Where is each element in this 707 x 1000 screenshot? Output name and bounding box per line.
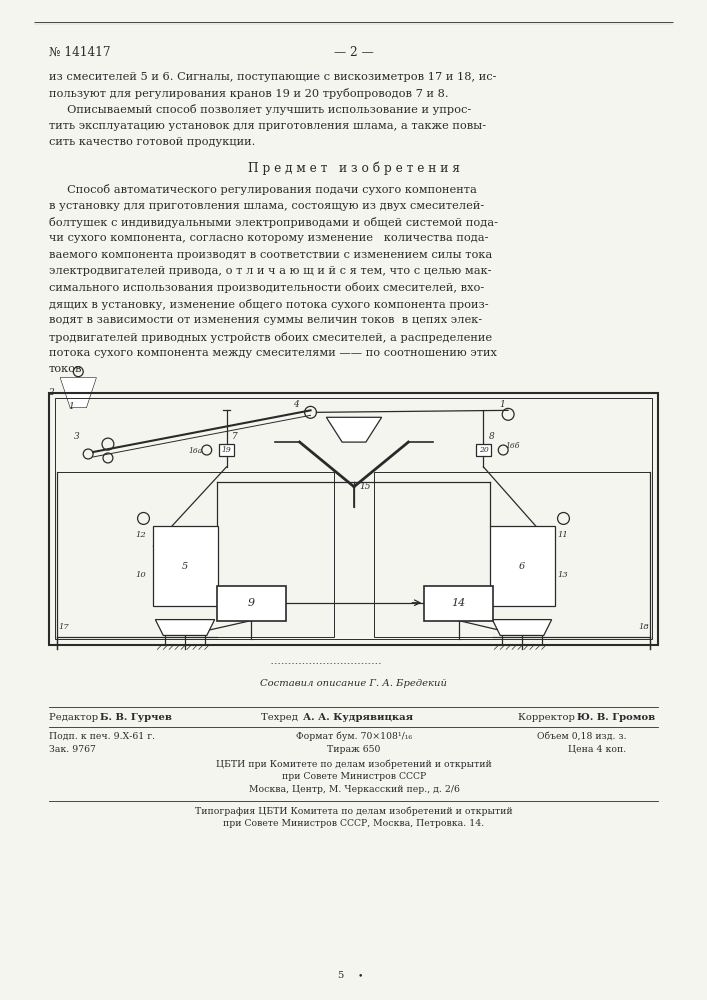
Text: Тираж 650: Тираж 650 [327, 745, 380, 754]
Bar [476, 444, 491, 456]
Bar [57, 472, 334, 637]
Text: Ю. В. Громов: Ю. В. Громов [578, 713, 655, 722]
Text: Формат бум. 70×108¹/₁₆: Формат бум. 70×108¹/₁₆ [296, 732, 412, 741]
Text: 6: 6 [519, 562, 525, 571]
Text: электродвигателей привода, о т л и ч а ю щ и й с я тем, что с целью мак-: электродвигателей привода, о т л и ч а ю… [49, 266, 491, 276]
Text: А. А. Кудрявицкая: А. А. Кудрявицкая [303, 713, 413, 722]
Text: Описываемый способ позволяет улучшить использование и упрос-: Описываемый способ позволяет улучшить ис… [49, 104, 471, 115]
Text: 16а: 16а [189, 447, 203, 455]
Bar [491, 526, 554, 606]
Text: симального использования производительности обоих смесителей, вхо-: симального использования производительно… [49, 282, 484, 293]
Text: Способ автоматического регулирования подачи сухого компонента: Способ автоматического регулирования под… [49, 184, 477, 195]
Text: 15: 15 [359, 482, 370, 491]
Text: Цена 4 коп.: Цена 4 коп. [568, 745, 626, 754]
Text: болтушек с индивидуальными электроприводами и общей системой пода-: болтушек с индивидуальными электропривод… [49, 217, 498, 228]
Text: чи сухого компонента, согласно которому изменение   количества пода-: чи сухого компонента, согласно которому … [49, 233, 488, 243]
Text: пользуют для регулирования кранов 19 и 20 трубопроводов 7 и 8.: пользуют для регулирования кранов 19 и 2… [49, 88, 448, 99]
Text: Редактор: Редактор [49, 713, 101, 722]
Text: 8: 8 [489, 432, 494, 441]
Text: дящих в установку, изменение общего потока сухого компонента произ-: дящих в установку, изменение общего пото… [49, 299, 489, 310]
Text: Корректор: Корректор [518, 713, 578, 722]
Bar [374, 472, 650, 637]
Text: 13: 13 [558, 571, 568, 579]
Text: Б. В. Гурчев: Б. В. Гурчев [100, 713, 172, 722]
Text: тить эксплуатацию установок для приготовления шлама, а также повы-: тить эксплуатацию установок для приготов… [49, 121, 486, 131]
Text: водят в зависимости от изменения суммы величин токов  в цепях элек-: водят в зависимости от изменения суммы в… [49, 315, 481, 325]
Text: Составил описание Г. А. Бредекий: Составил описание Г. А. Бредекий [260, 679, 448, 688]
Text: — 2 —: — 2 — [334, 46, 374, 59]
Bar [424, 586, 493, 621]
Bar [54, 398, 653, 639]
Text: ЦБТИ при Комитете по делам изобретений и открытий: ЦБТИ при Комитете по делам изобретений и… [216, 759, 492, 769]
Text: Типография ЦБТИ Комитета по делам изобретений и открытий: Типография ЦБТИ Комитета по делам изобре… [195, 806, 513, 816]
Text: потока сухого компонента между смесителями —— по соотношению этих: потока сухого компонента между смесителя… [49, 348, 496, 358]
Text: из смесителей 5 и 6. Сигналы, поступающие с вискозиметров 17 и 18, ис-: из смесителей 5 и 6. Сигналы, поступающи… [49, 72, 496, 82]
Text: П р е д м е т   и з о б р е т е н и я: П р е д м е т и з о б р е т е н и я [248, 161, 460, 175]
Text: 10: 10 [136, 571, 146, 579]
Text: № 141417: № 141417 [49, 46, 110, 59]
Bar [218, 444, 235, 456]
Text: 1: 1 [69, 402, 74, 411]
Text: 20: 20 [479, 446, 489, 454]
Polygon shape [492, 620, 551, 635]
Text: 1: 1 [499, 400, 505, 409]
Text: 16б: 16б [506, 442, 520, 450]
Text: ваемого компонента производят в соответствии с изменением силы тока: ваемого компонента производят в соответс… [49, 250, 492, 260]
Text: при Совете Министров СССР: при Совете Министров СССР [282, 772, 426, 781]
Text: 14: 14 [452, 598, 466, 608]
Text: Техред: Техред [261, 713, 301, 722]
Polygon shape [61, 378, 96, 407]
Text: 17: 17 [59, 623, 69, 631]
Text: в установку для приготовления шлама, состоящую из двух смесителей-: в установку для приготовления шлама, сос… [49, 201, 484, 211]
Polygon shape [327, 417, 382, 442]
Text: токов: токов [49, 364, 82, 374]
Text: Объем 0,18 изд. з.: Объем 0,18 изд. з. [537, 732, 626, 741]
Text: тродвигателей приводных устройств обоих смесителей, а распределение: тродвигателей приводных устройств обоих … [49, 332, 492, 343]
Text: 11: 11 [558, 531, 568, 539]
Text: 3: 3 [74, 432, 79, 441]
Text: 9: 9 [247, 598, 255, 608]
Bar [49, 393, 658, 645]
Text: 5: 5 [337, 971, 344, 980]
Text: 18: 18 [638, 623, 649, 631]
Text: 7: 7 [231, 432, 238, 441]
Text: 19: 19 [221, 446, 231, 454]
Text: 12: 12 [136, 531, 146, 539]
Text: Москва, Центр, М. Черкасский пер., д. 2/6: Москва, Центр, М. Черкасский пер., д. 2/… [249, 785, 460, 794]
Bar [153, 526, 218, 606]
Text: 4: 4 [293, 400, 298, 409]
Text: •: • [357, 971, 363, 980]
Text: сить качество готовой продукции.: сить качество готовой продукции. [49, 137, 255, 147]
Polygon shape [156, 620, 215, 635]
Text: 2: 2 [48, 388, 54, 397]
Text: 5: 5 [182, 562, 188, 571]
Bar [216, 586, 286, 621]
Text: Зак. 9767: Зак. 9767 [49, 745, 95, 754]
Text: Подп. к печ. 9.Х-61 г.: Подп. к печ. 9.Х-61 г. [49, 732, 155, 741]
Text: при Совете Министров СССР, Москва, Петровка. 14.: при Совете Министров СССР, Москва, Петро… [223, 819, 484, 828]
